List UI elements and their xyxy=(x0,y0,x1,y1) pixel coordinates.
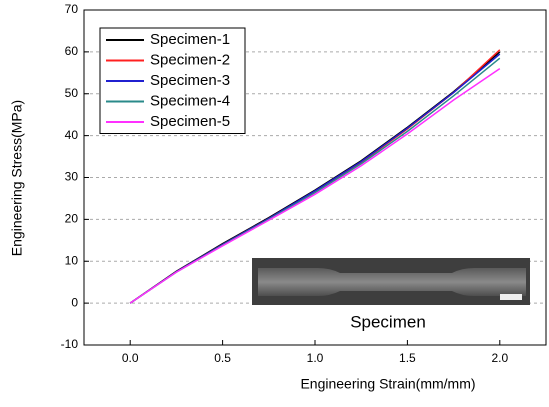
y-tick-label: 60 xyxy=(65,44,79,58)
y-tick-label: 20 xyxy=(65,212,79,226)
x-tick-label: 0.0 xyxy=(122,351,139,365)
legend-label: Specimen-5 xyxy=(150,113,230,130)
x-tick-label: 0.5 xyxy=(214,351,231,365)
y-tick-label: 30 xyxy=(65,170,79,184)
y-tick-label: 0 xyxy=(71,295,78,309)
specimen-image xyxy=(252,258,530,305)
legend-label: Specimen-3 xyxy=(150,72,230,89)
y-tick-label: 70 xyxy=(65,2,79,16)
series-line xyxy=(129,67,501,304)
x-axis-label: Engineering Strain(mm/mm) xyxy=(300,376,475,392)
x-tick-label: 2.0 xyxy=(491,351,508,365)
y-tick-label: -10 xyxy=(61,337,79,351)
x-tick-label: 1.0 xyxy=(307,351,324,365)
y-tick-label: 40 xyxy=(65,128,79,142)
annotation: Specimen xyxy=(350,312,426,331)
legend-label: Specimen-1 xyxy=(150,31,230,48)
legend-label: Specimen-4 xyxy=(150,92,230,109)
x-tick-label: 1.5 xyxy=(399,351,416,365)
legend-label: Specimen-2 xyxy=(150,51,230,68)
y-tick-label: 10 xyxy=(65,253,79,267)
y-axis-label: Engineering Stress(MPa) xyxy=(9,100,25,256)
y-tick-label: 50 xyxy=(65,86,79,100)
